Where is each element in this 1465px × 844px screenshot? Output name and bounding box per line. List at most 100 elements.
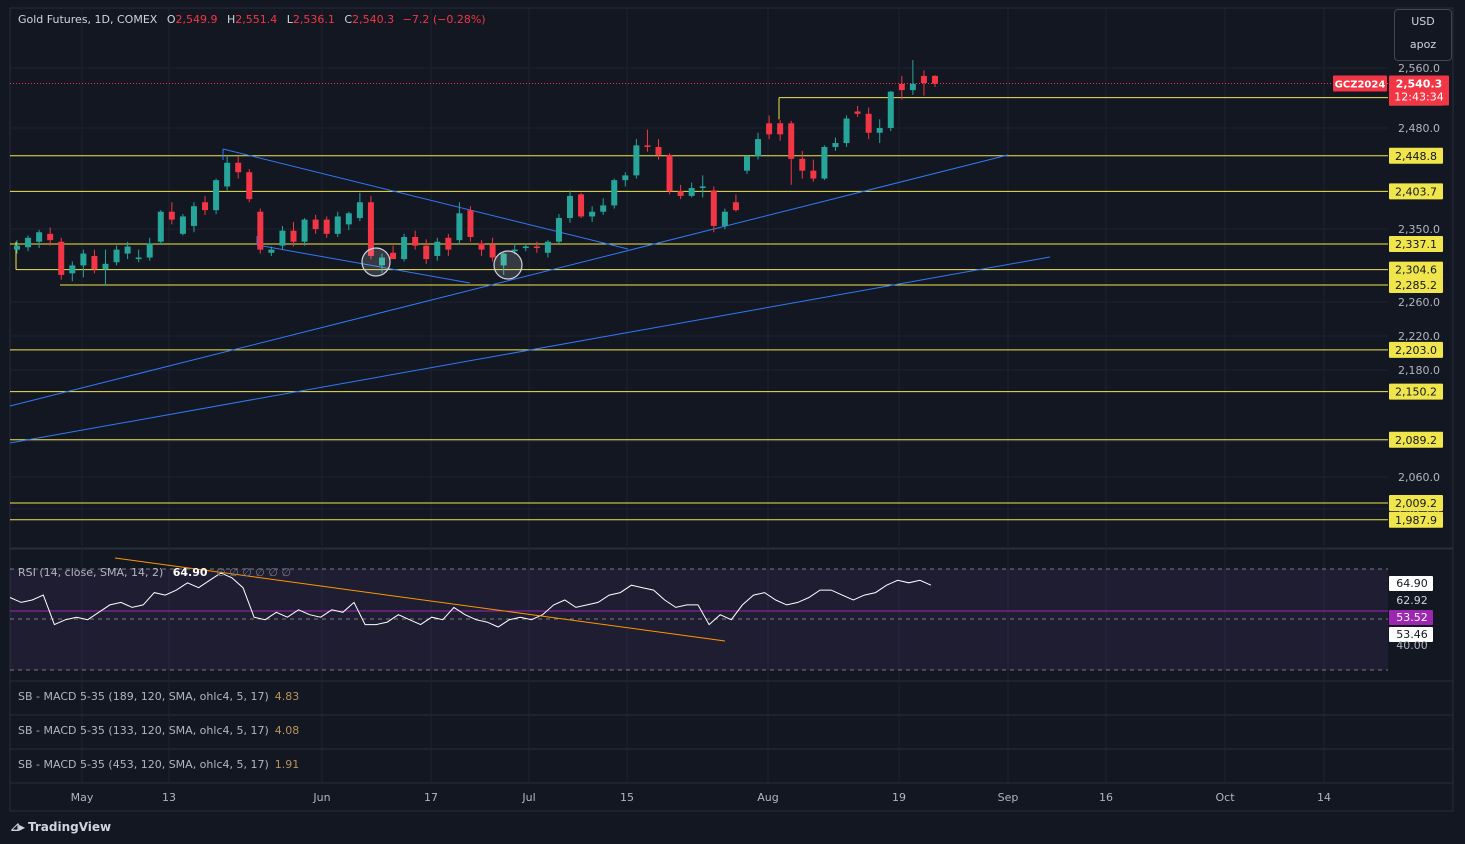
macd-1-label: SB - MACD 5-35 (189, 120, SMA, ohlc4, 5,… [18,690,269,703]
candle-body [644,145,651,147]
candle-body [633,145,640,176]
candle-body [246,172,253,200]
candle-body [821,146,828,179]
candle-body [47,233,54,241]
tradingview-logo[interactable]: ⊿▸ TradingView [10,820,111,834]
candle-body [511,249,518,252]
rsi-line [9,572,932,628]
candle-body [611,180,618,206]
level-price-tag [1389,183,1443,200]
candle-body [777,123,784,135]
candle-body [555,218,562,242]
macd-pane-2-legend[interactable]: SB - MACD 5-35 (133, 120, SMA, ohlc4, 5,… [18,724,299,737]
candle-body [356,202,363,219]
candle-body [102,263,109,270]
candle-body [578,194,585,217]
candle-body [710,190,717,226]
low-key: L [286,13,293,26]
candle-body [666,154,673,192]
symbol-title[interactable]: Gold Futures, 1D, COMEX [18,13,158,26]
candle-body [533,246,540,249]
time-axis-label: Oct [1215,791,1235,804]
macd-2-value: 4.08 [274,724,300,737]
currency-unit-button[interactable]: USD apoz [1394,9,1452,61]
price-axis-label: 2,060.0 [1398,471,1440,484]
macd-pane-1-legend[interactable]: SB - MACD 5-35 (189, 120, SMA, ohlc4, 5,… [18,690,299,703]
high-key: H [227,13,236,26]
rsi-legend[interactable]: RSI (14, close, SMA, 14, 2) 64.90 ∅ ∅ ∅ … [18,566,291,579]
macd-pane-3-legend[interactable]: SB - MACD 5-35 (453, 120, SMA, ohlc4, 5,… [18,758,299,771]
candle-body [467,210,474,237]
candle-body [179,216,186,234]
candle-body [589,211,596,217]
rsi-trend-line [114,557,726,642]
time-axis-label: 19 [892,791,906,804]
candle-body [655,146,662,155]
level-price-tag [1389,494,1443,511]
level-price-tag [1389,147,1443,164]
candle-body [224,162,231,187]
level-price-label: 2,448.8 [1395,150,1437,163]
highlight-circle [361,247,391,277]
close-key: C [344,13,353,26]
price-axis-label: 2,260.0 [1398,296,1440,309]
candle-body [146,243,153,258]
candle-body [721,211,728,226]
level-price-label: 2,150.2 [1395,386,1437,399]
candle-body [567,195,574,219]
candle-body [522,246,529,249]
macd-3-value: 1.91 [274,758,300,771]
time-axis-label: 15 [620,791,634,804]
time-axis-border [9,782,1454,812]
high-value: 2,551.4 [235,13,278,26]
candle-body [69,265,76,274]
time-axis-label: 16 [1099,791,1113,804]
rsi-axis-tag [1389,627,1433,642]
candle-body [36,232,43,242]
candle-body [489,244,496,258]
candle-body [843,118,850,144]
level-price-tag [1389,341,1443,358]
candle-body [257,211,264,250]
candle-body [898,83,905,91]
candle-body [168,211,175,220]
candle-body [213,180,220,211]
level-price-label: 2,203.0 [1395,344,1437,357]
candle-body [135,257,142,260]
candle-body [80,253,87,266]
price-axis-label: 2,350.0 [1398,223,1440,236]
level-price-tag [1389,277,1443,293]
candle-body [699,186,706,189]
candle-body [766,123,773,135]
rsi-axis-label: 40.00 [1396,639,1428,652]
time-axis-label: 13 [162,791,176,804]
level-price-label: 2,285.2 [1395,279,1437,292]
candle-body [312,219,319,230]
time-axis-label: 17 [424,791,438,804]
candle-body [876,128,883,133]
rsi-axis-label: 53.46 [1396,628,1428,641]
candle-body [909,83,916,91]
level-price-label: 1,987.9 [1395,514,1437,527]
symbol-tag-label: GCZ2024 [1335,80,1386,91]
candle-body [445,237,452,250]
time-axis-label: 14 [1317,791,1331,804]
level-price-label: 2,403.7 [1395,185,1437,198]
candle-body [423,245,430,260]
price-axis-label: 2,220.0 [1398,330,1440,343]
price-axis-label: 2,480.0 [1398,122,1440,135]
candle-body [832,143,839,147]
low-value: 2,536.1 [292,13,335,26]
candle-body [743,156,750,171]
main-pane-border [9,7,1454,549]
candle-body [290,230,297,242]
symbol-tag [1333,75,1387,92]
candle-body [865,113,872,133]
candle-body [58,241,65,275]
candle-body [323,219,330,234]
candle-body [434,241,441,256]
candle-body [202,202,209,211]
candle-body [920,75,927,84]
candle-body [456,213,463,241]
